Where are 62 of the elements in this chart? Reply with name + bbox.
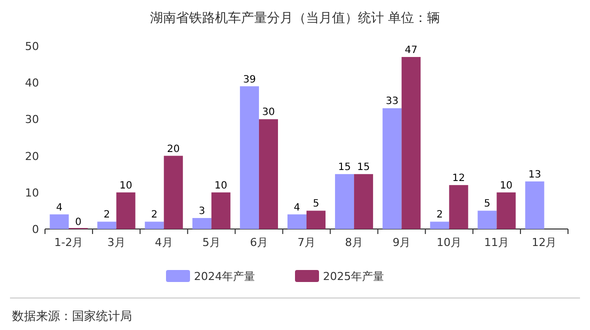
data-label: 10 [214,180,228,192]
bar [144,222,164,229]
x-tick-label: 10月 [436,236,462,249]
data-label: 0 [75,217,82,228]
bar [287,214,306,229]
bar [50,214,69,229]
x-tick-label: 11月 [484,236,510,249]
source-note: 数据来源：国家统计局 [12,309,132,323]
bar [97,222,116,229]
x-tick-label: 8月 [345,236,364,249]
legend-label: 2025年产量 [323,270,384,283]
y-tick-label: 50 [25,40,39,53]
bar [164,156,183,229]
data-label: 15 [357,162,370,174]
x-tick-label: 3月 [107,236,126,249]
bar [335,174,354,229]
data-label: 39 [243,74,256,86]
x-tick-label: 6月 [250,236,268,249]
data-label: 2 [104,210,110,221]
bar [192,218,212,229]
x-tick-label: 5月 [202,236,220,249]
bar [430,222,450,229]
data-label: 10 [500,180,513,192]
data-label: 10 [119,180,132,192]
bar [354,174,374,229]
data-label: 13 [528,169,542,180]
bar [240,86,259,229]
x-tick-label: 9月 [392,236,411,249]
data-label: 33 [386,96,398,108]
data-label: 30 [262,107,275,118]
chart-title: 湖南省铁路机车产量分月（当月值）统计 单位：辆 [150,11,440,26]
bar [525,181,544,229]
bar [478,210,497,229]
bar [258,119,278,229]
data-label: 3 [198,206,206,218]
bar [306,210,326,229]
data-label: 4 [294,202,300,214]
data-label: 20 [167,144,180,155]
data-label: 2 [151,210,158,221]
x-tick-label: 7月 [298,236,316,249]
data-label: 4 [56,202,62,214]
y-tick-label: 0 [32,223,39,236]
y-tick-label: 20 [25,150,39,163]
bar [496,192,516,229]
x-tick-label: 4月 [154,236,173,249]
data-label: 2 [436,210,443,221]
data-label: 5 [484,198,490,210]
legend-label: 2024年产量 [194,270,255,283]
bar [382,108,402,229]
bar [449,185,468,229]
bar [116,192,136,229]
x-tick-label: 12月 [532,236,557,249]
y-tick-label: 10 [25,186,39,200]
data-label: 47 [404,44,418,56]
data-label: 5 [312,198,320,210]
data-label: 12 [452,173,466,184]
y-tick-label: 40 [25,76,39,90]
y-tick-label: 30 [25,113,39,126]
bar [211,192,230,229]
x-tick-label: 1-2月 [54,236,84,249]
bar [402,56,421,229]
data-label: 15 [338,162,351,174]
